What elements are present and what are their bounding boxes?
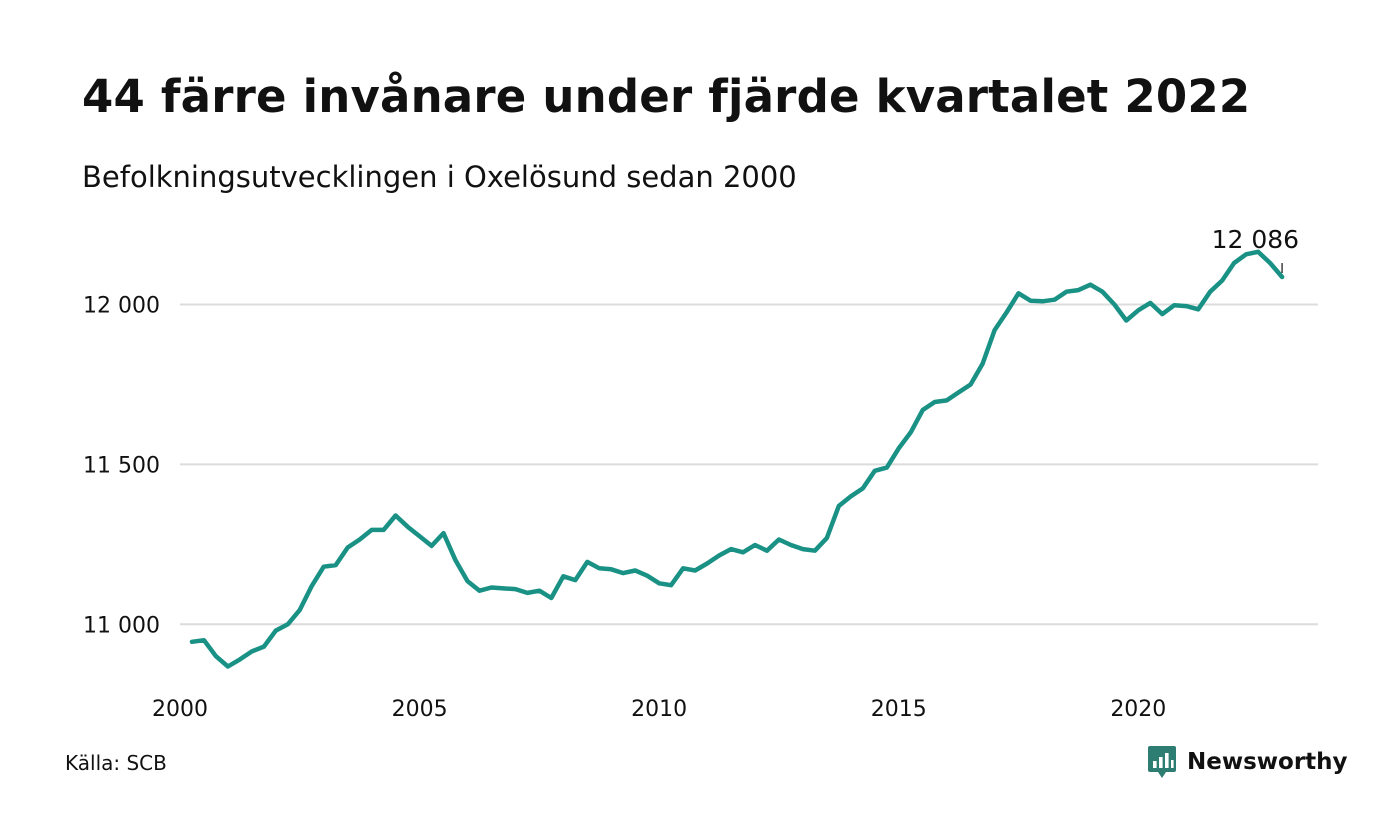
- brand-name: Newsworthy: [1187, 749, 1348, 775]
- brand-logo: Newsworthy: [1147, 744, 1348, 780]
- chart-subtitle: Befolkningsutvecklingen i Oxelösund seda…: [82, 160, 797, 194]
- end-value-label: 12 086: [1212, 225, 1299, 254]
- newsworthy-logo-icon: [1148, 746, 1176, 778]
- chart-title: 44 färre invånare under fjärde kvartalet…: [82, 70, 1251, 123]
- y-tick-label: 11 500: [83, 453, 160, 478]
- data-series: [189, 249, 1285, 669]
- x-tick-label: 2005: [392, 697, 448, 722]
- x-tick-label: 2010: [631, 697, 687, 722]
- x-tick-label: 2015: [871, 697, 927, 722]
- source-note: Källa: SCB: [65, 751, 167, 775]
- series-line: [189, 249, 1285, 669]
- y-tick-label: 11 000: [83, 613, 160, 638]
- gridlines: [180, 303, 1318, 626]
- x-axis-ticks: 2000 2005 2010 2015 2020: [152, 697, 1166, 722]
- y-tick-label: 12 000: [83, 294, 160, 319]
- end-annotation: 12 086: [1212, 225, 1299, 273]
- x-tick-label: 2020: [1110, 697, 1166, 722]
- y-axis-ticks: 11 000 11 500 12 000: [83, 294, 160, 639]
- x-tick-label: 2000: [152, 697, 208, 722]
